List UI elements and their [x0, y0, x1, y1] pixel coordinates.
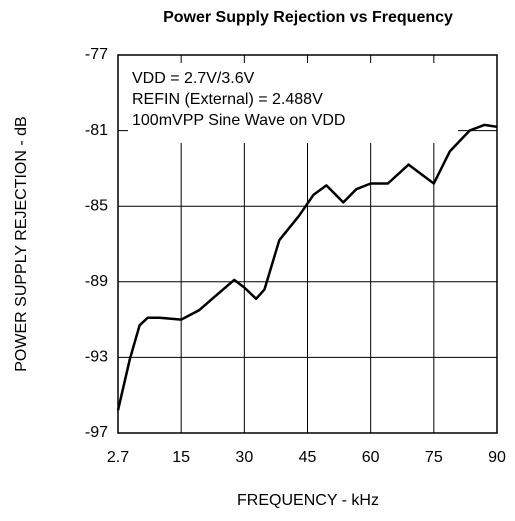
chart-title: Power Supply Rejection vs Frequency: [163, 9, 453, 26]
y-tick-label: -89: [85, 273, 108, 290]
x-tick-label: 60: [362, 449, 380, 466]
y-tick-label: -85: [85, 197, 108, 214]
x-tick-label: 45: [299, 449, 317, 466]
annotation: 100mVPP Sine Wave on VDD: [132, 112, 345, 129]
x-tick-label: 90: [488, 449, 506, 466]
y-axis-label: POWER SUPPLY REJECTION - dB: [13, 116, 30, 371]
plot-frame: [117, 54, 498, 434]
x-tick-label: 15: [172, 449, 190, 466]
annotation: VDD = 2.7V/3.6V: [132, 70, 255, 87]
y-tick-label: -81: [85, 122, 108, 139]
y-tick-label: -93: [85, 349, 108, 366]
x-tick-label: 75: [425, 449, 443, 466]
y-tick-label: -77: [85, 46, 108, 63]
annotation: REFIN (External) = 2.488V: [132, 91, 323, 108]
x-tick-label: 2.7: [107, 449, 129, 466]
x-tick-label: 30: [235, 449, 253, 466]
x-axis-label: FREQUENCY - kHz: [237, 492, 379, 509]
annotation-box: [128, 63, 458, 143]
data-line: [116, 123, 498, 411]
y-tick-label: -97: [85, 424, 108, 441]
